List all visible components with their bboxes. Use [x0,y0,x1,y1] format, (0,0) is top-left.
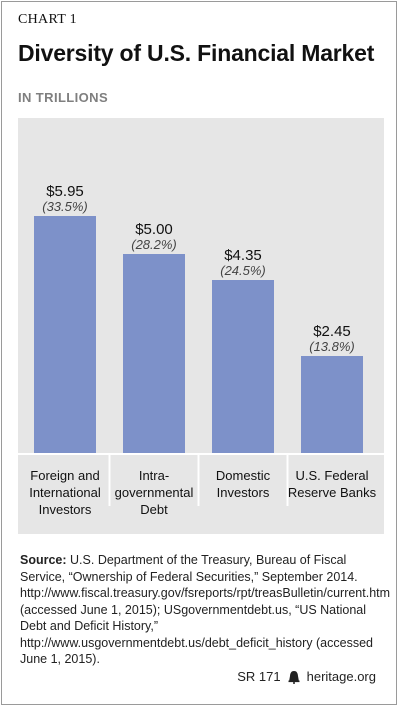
bar-chart: $5.95(33.5%) Foreign and International Inve… [18,183,384,517]
percent-label-1: (33.5%) [42,199,88,214]
category-label-1: Foreign and International Investors [29,468,101,517]
bar-1 [34,216,96,454]
value-label-2: $5.00 [135,221,173,238]
site-name: heritage.org [306,669,376,684]
bar-3 [212,280,274,454]
value-label-3: $4.35 [224,247,262,264]
bar-2 [123,254,185,454]
percent-label-2: (28.2%) [131,237,177,252]
source-text: U.S. Department of the Treasury, Bureau … [20,553,391,666]
percent-label-3: (24.5%) [220,263,266,278]
source-label: Source: [20,553,67,567]
chart-title: Diversity of U.S. Financial Market [18,40,375,66]
liberty-bell-icon [288,670,300,684]
category-label-3: Domestic Investors [216,468,271,500]
chart-panel: $5.95 (33.5%) Foreign and International Inve… [18,118,384,534]
value-label-1: $5.95 [46,183,84,200]
chart-unit-label: IN TRILLIONS [18,90,109,105]
category-label-4: U.S. Federal Reserve Banks [288,468,377,500]
value-label-4: $2.45 [313,323,351,340]
report-id: SR 171 [237,669,281,684]
source-note: Source: U.S. Department of the Treasury,… [20,552,390,668]
category-label-2: Intra-governmental Debt [115,468,194,517]
footer: SR 171 heritage.org [237,669,376,684]
percent-label-4: (13.8%) [309,339,355,354]
bar-4 [301,356,363,454]
chart-number-label: CHART 1 [18,12,77,27]
